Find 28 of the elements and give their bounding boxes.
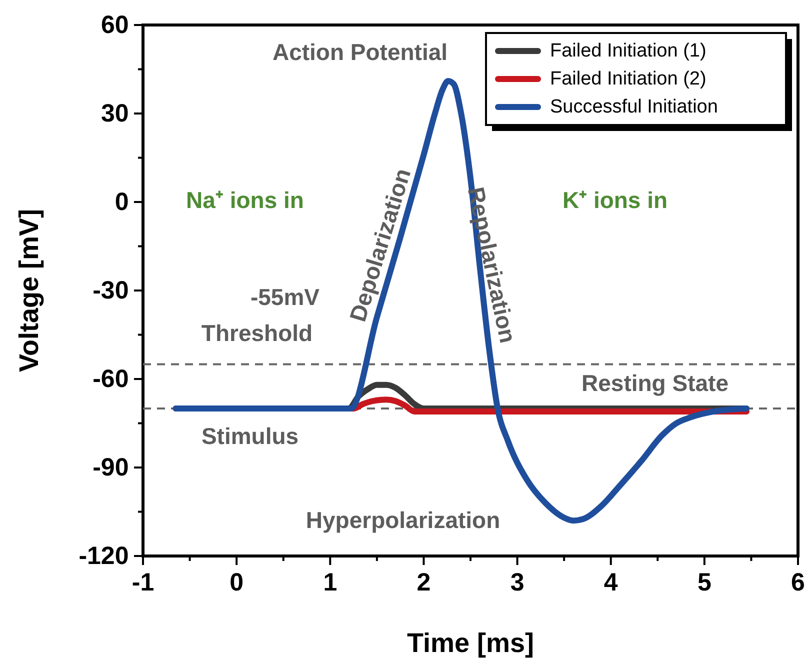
x-tick-label: -1: [132, 568, 154, 596]
annotation: -55mV: [250, 284, 320, 310]
y-axis-title: Voltage [mV]: [14, 208, 44, 372]
annotation: Resting State: [582, 370, 728, 396]
x-tick-label: 4: [604, 568, 618, 596]
annotation: Threshold: [201, 320, 313, 346]
x-tick-label: 1: [323, 568, 338, 596]
annotation: Hyperpolarization: [306, 507, 500, 533]
x-tick-label: 5: [697, 568, 712, 596]
y-tick-label: -90: [92, 454, 129, 482]
y-tick-label: -120: [78, 542, 129, 570]
y-tick-label: 30: [100, 100, 129, 128]
x-tick-label: 2: [416, 568, 431, 596]
legend-label: Successful Initiation: [550, 96, 718, 118]
legend-label: Failed Initiation (1): [550, 40, 706, 62]
legend-label: Failed Initiation (2): [550, 68, 706, 90]
annotation: K⁺ ions in: [562, 187, 668, 213]
x-axis-title: Time [ms]: [406, 628, 534, 658]
annotation: Na⁺ ions in: [186, 187, 304, 213]
y-tick-label: -60: [92, 365, 129, 393]
annotation: Action Potential: [272, 39, 448, 65]
x-tick-label: 0: [230, 568, 244, 596]
y-tick-label: 60: [100, 11, 129, 39]
y-tick-label: -30: [92, 276, 129, 304]
x-tick-label: 3: [510, 568, 524, 596]
y-tick-label: 0: [114, 188, 129, 216]
annotation: Stimulus: [201, 423, 299, 449]
x-tick-label: 6: [791, 568, 805, 596]
